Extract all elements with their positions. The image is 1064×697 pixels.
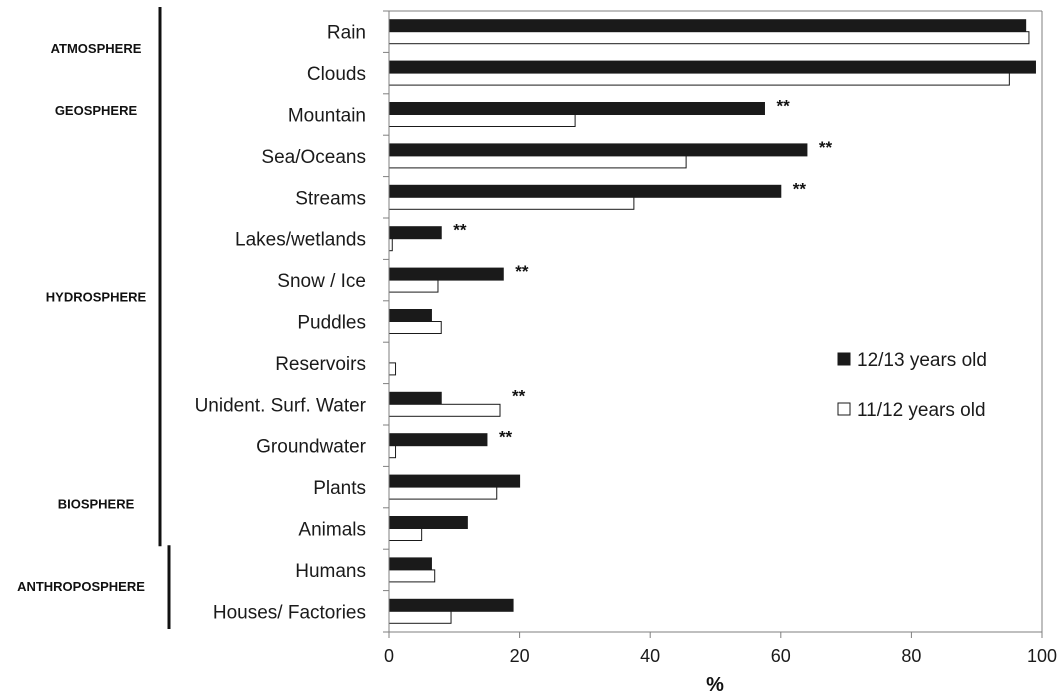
bar-12-13 [388,226,442,240]
bar-11-12 [388,362,397,376]
significance-marker: ** [515,262,529,281]
significance-marker: ** [819,138,833,157]
category-label: Unident. Surf. Water [195,395,367,416]
bar-11-12 [388,528,423,541]
x-tick-label: 0 [384,646,394,666]
significance-marker: ** [776,97,790,116]
bar-11-12 [388,569,436,583]
category-label: Sea/Oceans [261,147,366,168]
category-label: Humans [295,561,366,582]
bar-12-13 [388,474,521,488]
bar-12-13 [388,267,504,281]
bar-11-12 [388,279,439,293]
legend-swatch [837,402,851,416]
significance-marker: ** [499,428,513,447]
category-label: Streams [295,188,366,209]
legend: 12/13 years old 11/12 years old [837,350,987,421]
significance-marker: ** [512,386,526,405]
category-label: Rain [327,23,366,44]
bar-12-13 [388,516,468,529]
bar-11-12 [388,72,1010,86]
x-tick-label: 20 [510,646,530,666]
bar-12-13 [388,391,442,405]
bar-12-13 [388,19,1027,33]
bar-12-13 [388,557,432,571]
category-label: Snow / Ice [277,271,366,292]
x-axis-title: % [706,674,724,696]
group-label: BIOSPHERE [58,496,135,511]
x-tick-label: 80 [901,646,921,666]
category-label: Reservoirs [275,354,366,375]
legend-label: 11/12 years old [857,400,986,421]
bars [388,19,1036,624]
x-tick-label: 40 [640,646,660,666]
bar-11-12 [388,486,498,500]
category-label: Lakes/wetlands [235,230,366,251]
axes: 0 20 40 60 80 100 [383,10,1057,666]
bar-12-13 [388,102,765,115]
category-label: Houses/ Factories [213,602,366,623]
bar-12-13 [388,60,1036,74]
significance-markers: ** ** ** ** ** ** ** [453,97,832,447]
bar-11-12 [388,321,442,334]
x-tick-label: 100 [1027,646,1057,666]
bar-12-13 [388,309,432,322]
category-label: Animals [298,520,366,541]
sphere-groups: ATMOSPHERE GEOSPHERE HYDROSPHERE BIOSPHERE A… [17,7,171,629]
bar-11-12 [388,196,635,210]
group-label: GEOSPHERE [55,103,138,118]
bar-11-12 [388,155,687,169]
bar-11-12 [388,114,576,127]
category-label: Puddles [297,313,366,334]
significance-marker: ** [453,221,467,240]
category-label: Plants [313,478,366,499]
legend-label: 12/13 years old [857,350,987,371]
category-label: Mountain [288,106,366,127]
category-labels: Rain Clouds Mountain Sea/Oceans Streams Lakes… [195,23,367,624]
bar-11-12 [388,445,397,459]
bar-12-13 [388,598,514,612]
category-label: Clouds [307,64,366,85]
bar-11-12 [388,403,501,417]
x-tick-label: 60 [771,646,791,666]
significance-marker: ** [793,179,807,198]
group-label: HYDROSPHERE [46,289,147,304]
category-label: Groundwater [256,437,367,458]
bar-11-12 [388,31,1030,45]
bar-12-13 [388,143,808,157]
bar-12-13 [388,433,488,447]
group-label: ATMOSPHERE [51,41,142,56]
bar-11-12 [388,610,452,624]
bar-12-13 [388,184,782,198]
group-label: ANTHROPOSPHERE [17,579,145,594]
legend-swatch [837,352,851,366]
